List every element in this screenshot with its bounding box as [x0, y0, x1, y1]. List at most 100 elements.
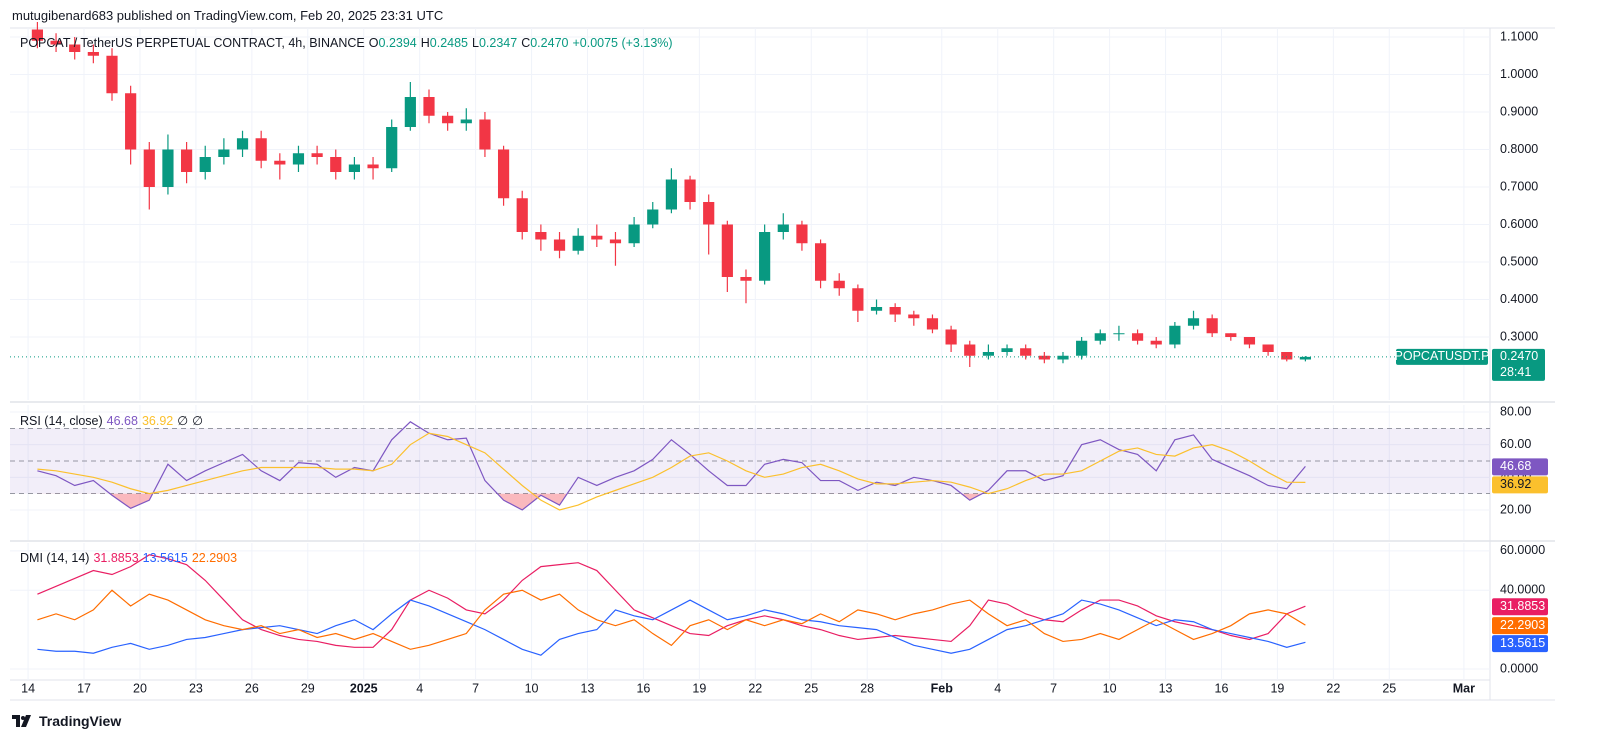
candle-body: [1020, 348, 1032, 356]
x-tick-label: 16: [636, 681, 650, 695]
candle-body: [1262, 344, 1274, 352]
candle-body: [236, 138, 249, 150]
candle-body: [926, 318, 939, 330]
x-tick-label: 2025: [350, 681, 378, 695]
candle-body: [162, 149, 174, 187]
candle-body: [684, 179, 696, 202]
x-tick-label: Feb: [931, 681, 954, 695]
ohlc-value: 0.2470: [530, 36, 569, 50]
last-value-label: 31.8853: [1500, 599, 1545, 613]
x-tick-label: 22: [748, 681, 762, 695]
y-tick-label: 0.0000: [1500, 661, 1538, 675]
candle-body: [367, 164, 379, 169]
candle-body: [796, 224, 808, 244]
x-tick-label: 25: [804, 681, 818, 695]
candle-body: [945, 329, 957, 345]
candle-body: [982, 352, 994, 356]
x-tick-label: Mar: [1453, 681, 1475, 695]
candle-body: [125, 93, 137, 150]
legend-value: 22.2903: [191, 551, 238, 565]
candle-body: [1206, 318, 1218, 334]
candle-body: [404, 97, 416, 127]
candle-body: [87, 52, 99, 56]
candle-body: [1076, 340, 1088, 356]
price-tag-value: 0.2470: [1500, 349, 1538, 363]
candle-body: [721, 224, 733, 277]
legend-extra: ∅: [192, 414, 204, 428]
y-tick-label: 40.0000: [1500, 583, 1545, 597]
candle-body: [1094, 333, 1106, 341]
candle-body: [833, 280, 845, 289]
x-tick-label: 22: [1326, 681, 1340, 695]
x-tick-label: 13: [1159, 681, 1173, 695]
candle-body: [870, 307, 883, 311]
candle-body: [889, 307, 901, 315]
last-value-label: 46.68: [1500, 459, 1531, 473]
candle-body: [1299, 356, 1311, 360]
tradingview-logo: [12, 715, 31, 727]
candle-body: [1057, 355, 1069, 360]
candle-body: [497, 149, 510, 199]
x-tick-label: 23: [189, 681, 203, 695]
y-tick-label: 0.5000: [1500, 254, 1538, 268]
candle-body: [703, 202, 715, 225]
candle-body: [69, 44, 81, 52]
last-value-label: 13.5615: [1500, 636, 1545, 650]
candle-body: [553, 239, 566, 251]
symbol-tag: [1396, 348, 1488, 365]
y-tick-label: 0.6000: [1500, 217, 1538, 231]
candle-body: [1225, 333, 1237, 337]
x-tick-label: 10: [1103, 681, 1117, 695]
candle-body: [50, 40, 62, 45]
legend-title: RSI (14, close): [20, 414, 103, 428]
candle-body: [1001, 348, 1013, 352]
y-tick-label: 0.3000: [1500, 329, 1538, 343]
candle-body: [460, 119, 472, 124]
candle-body: [442, 115, 454, 124]
candle-body: [572, 235, 584, 251]
x-tick-label: 29: [301, 681, 315, 695]
series-line: [37, 599, 1306, 656]
candle-body: [1169, 325, 1181, 345]
candle-body: [647, 209, 659, 225]
symbol-tag-text: POPCATUSDT.P: [1395, 349, 1490, 363]
candle-body: [106, 55, 118, 94]
candle-body: [274, 160, 286, 165]
candle-body: [31, 29, 44, 41]
ohlc-value: 0.2394: [378, 36, 417, 50]
candle-body: [292, 153, 305, 165]
ohlc-value: 0.2485: [429, 36, 469, 50]
candle-body: [628, 224, 640, 244]
candle-body: [759, 232, 771, 281]
last-value-tag: [1492, 476, 1548, 494]
candle-body: [740, 277, 752, 281]
series-line: [37, 421, 1306, 511]
x-tick-label: 28: [860, 681, 874, 695]
x-tick-label: 7: [1050, 681, 1057, 695]
candle-body: [852, 288, 864, 311]
series-line: [37, 432, 1306, 511]
candle-body: [1131, 333, 1144, 341]
candle-body: [1113, 333, 1125, 335]
x-tick-label: 13: [581, 681, 595, 695]
last-value-tag: [1492, 458, 1548, 476]
candle-body: [348, 164, 361, 172]
candle-body: [665, 179, 677, 210]
candle-body: [591, 235, 603, 240]
x-tick-label: 19: [1270, 681, 1284, 695]
x-tick-label: 16: [1215, 681, 1229, 695]
candle-body: [199, 157, 211, 172]
x-tick-label: 7: [472, 681, 479, 695]
legend-title: POPCAT / TetherUS PERPETUAL CONTRACT, 4h…: [20, 36, 365, 50]
pane-legend: POPCAT / TetherUS PERPETUAL CONTRACT, 4h…: [20, 36, 677, 50]
legend-value: 46.68: [106, 414, 138, 428]
candle-body: [535, 232, 547, 240]
x-tick-label: 17: [77, 681, 91, 695]
ohlc-value: 0.2347: [478, 36, 518, 50]
y-tick-label: 60.0000: [1500, 543, 1545, 557]
y-tick-label: 0.8000: [1500, 142, 1538, 156]
ohlc-key: H: [420, 36, 430, 50]
change: +0.0075 (+3.13%): [572, 36, 673, 50]
